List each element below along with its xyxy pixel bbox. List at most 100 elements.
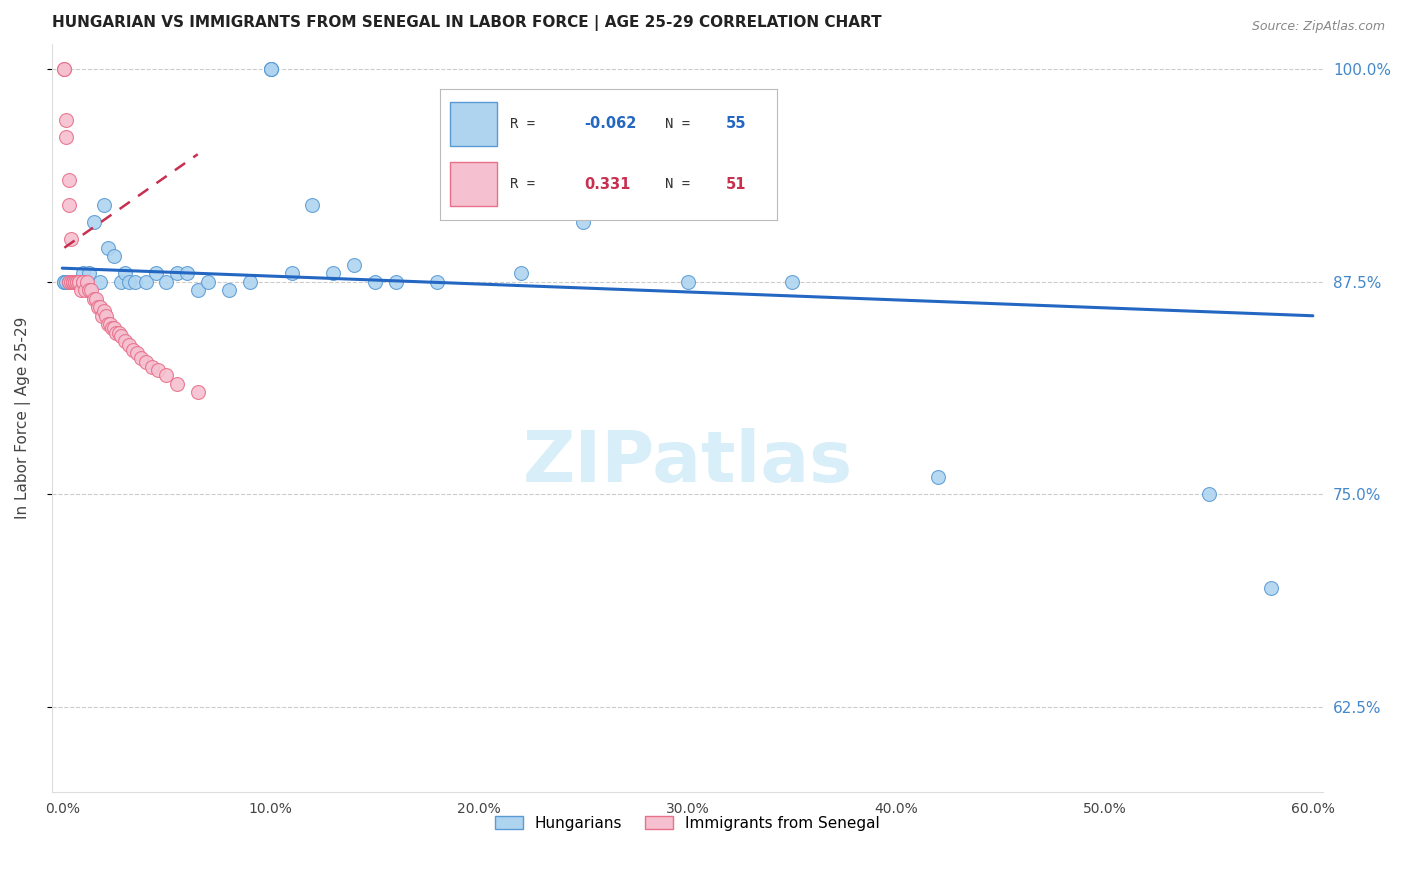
Point bbox=[124, 275, 146, 289]
Point bbox=[53, 62, 76, 77]
Point bbox=[80, 283, 103, 297]
Point bbox=[94, 309, 117, 323]
Point bbox=[63, 275, 86, 289]
Point bbox=[58, 275, 80, 289]
Point bbox=[103, 249, 125, 263]
Point bbox=[63, 275, 86, 289]
Point bbox=[90, 309, 112, 323]
Point bbox=[187, 385, 209, 400]
Point bbox=[110, 275, 132, 289]
Point bbox=[384, 275, 406, 289]
Point bbox=[131, 351, 153, 366]
Point bbox=[280, 266, 302, 280]
Point bbox=[62, 275, 84, 289]
Point bbox=[53, 275, 76, 289]
Point bbox=[62, 275, 84, 289]
Point bbox=[260, 62, 283, 77]
Point bbox=[468, 198, 491, 212]
Point bbox=[426, 275, 449, 289]
Point bbox=[67, 275, 90, 289]
Point bbox=[83, 292, 105, 306]
Point bbox=[63, 275, 86, 289]
Point bbox=[67, 275, 90, 289]
Point bbox=[98, 318, 121, 332]
Point bbox=[63, 275, 86, 289]
Point bbox=[780, 275, 803, 289]
Point bbox=[72, 275, 94, 289]
Point bbox=[176, 266, 198, 280]
Point bbox=[127, 346, 149, 360]
Point bbox=[70, 283, 93, 297]
Point bbox=[62, 275, 84, 289]
Point bbox=[66, 275, 89, 289]
Point bbox=[70, 275, 93, 289]
Point bbox=[135, 275, 157, 289]
Point bbox=[84, 292, 107, 306]
Point bbox=[260, 62, 283, 77]
Point bbox=[83, 215, 105, 229]
Point bbox=[76, 275, 98, 289]
Point bbox=[105, 326, 128, 340]
Point bbox=[114, 266, 136, 280]
Point bbox=[66, 275, 89, 289]
Point bbox=[146, 363, 169, 377]
Point bbox=[101, 320, 124, 334]
Point bbox=[66, 275, 89, 289]
Point bbox=[343, 258, 366, 272]
Point bbox=[122, 343, 145, 357]
Point bbox=[86, 300, 108, 314]
Point bbox=[364, 275, 387, 289]
Point bbox=[55, 275, 77, 289]
Legend: Hungarians, Immigrants from Senegal: Hungarians, Immigrants from Senegal bbox=[489, 809, 886, 837]
Point bbox=[260, 62, 283, 77]
Point bbox=[572, 215, 595, 229]
Point bbox=[76, 275, 98, 289]
Point bbox=[93, 198, 115, 212]
Point bbox=[301, 198, 323, 212]
Point bbox=[66, 275, 89, 289]
Point bbox=[1260, 581, 1282, 595]
Point bbox=[218, 283, 240, 297]
Point bbox=[79, 283, 101, 297]
Point bbox=[239, 275, 262, 289]
Point bbox=[72, 275, 94, 289]
Point bbox=[59, 275, 82, 289]
Y-axis label: In Labor Force | Age 25-29: In Labor Force | Age 25-29 bbox=[15, 317, 31, 519]
Point bbox=[166, 376, 188, 391]
Point bbox=[63, 275, 86, 289]
Point bbox=[197, 275, 219, 289]
Text: Source: ZipAtlas.com: Source: ZipAtlas.com bbox=[1251, 20, 1385, 33]
Point bbox=[53, 62, 76, 77]
Point bbox=[58, 275, 80, 289]
Point bbox=[59, 232, 82, 246]
Point bbox=[155, 368, 177, 383]
Point bbox=[141, 359, 163, 374]
Point bbox=[118, 275, 141, 289]
Point bbox=[103, 320, 125, 334]
Point bbox=[89, 275, 111, 289]
Point bbox=[58, 172, 80, 186]
Point bbox=[58, 275, 80, 289]
Point bbox=[53, 275, 76, 289]
Point bbox=[145, 266, 167, 280]
Point bbox=[509, 266, 531, 280]
Point bbox=[93, 303, 115, 318]
Point bbox=[110, 329, 132, 343]
Point bbox=[118, 337, 141, 351]
Point bbox=[1198, 487, 1220, 501]
Point bbox=[79, 266, 101, 280]
Point bbox=[187, 283, 209, 297]
Point bbox=[59, 275, 82, 289]
Point bbox=[55, 113, 77, 128]
Point bbox=[114, 334, 136, 349]
Point bbox=[59, 275, 82, 289]
Text: ZIPatlas: ZIPatlas bbox=[523, 428, 852, 497]
Point bbox=[322, 266, 344, 280]
Point bbox=[72, 266, 94, 280]
Point bbox=[58, 198, 80, 212]
Point bbox=[676, 275, 699, 289]
Point bbox=[97, 241, 120, 255]
Point bbox=[62, 275, 84, 289]
Point bbox=[55, 130, 77, 145]
Point bbox=[62, 275, 84, 289]
